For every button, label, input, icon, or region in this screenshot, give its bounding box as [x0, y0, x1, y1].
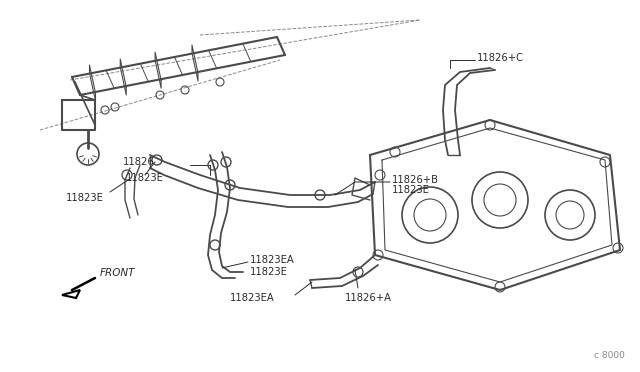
Text: 11823EA: 11823EA	[250, 255, 295, 265]
Text: 11826+C: 11826+C	[477, 53, 524, 63]
Text: 11826+A: 11826+A	[345, 293, 392, 303]
Text: 11826+B: 11826+B	[392, 175, 439, 185]
Text: 11823E: 11823E	[250, 267, 288, 277]
Text: 11823EA: 11823EA	[230, 293, 275, 303]
Text: 11826: 11826	[124, 157, 155, 167]
Text: 11823E: 11823E	[392, 185, 430, 195]
Text: FRONT: FRONT	[100, 268, 136, 278]
Text: 11823E: 11823E	[66, 193, 104, 203]
Text: c 8000: c 8000	[594, 351, 625, 360]
Text: 11823E: 11823E	[126, 173, 164, 183]
